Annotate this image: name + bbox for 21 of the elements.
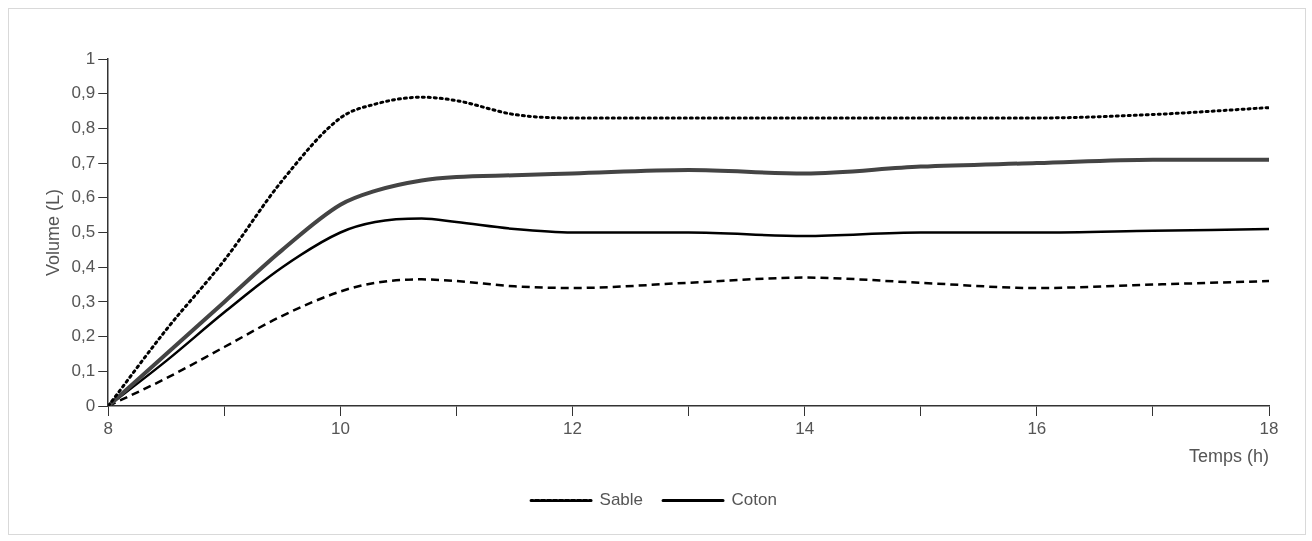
x-axis-title: Temps (h)	[1188, 446, 1269, 467]
y-tick-label: 0,7	[71, 152, 96, 172]
x-tick-label: 18	[1259, 418, 1279, 438]
y-tick-label: 0,2	[71, 326, 96, 346]
y-tick-label: 0	[85, 395, 96, 415]
x-tick-label: 10	[330, 418, 350, 438]
y-axis-title: Volume (L)	[42, 188, 63, 277]
legend-label: Coton	[731, 490, 777, 510]
x-tick-label: 12	[563, 418, 582, 438]
y-tick-label: 1	[85, 48, 96, 68]
x-tick-label: 16	[1027, 418, 1047, 438]
y-tick-label: 0,9	[71, 83, 96, 103]
y-tick-label: 0,1	[71, 360, 96, 380]
legend-label: Sable	[599, 490, 644, 510]
y-tick-label: 0,4	[71, 256, 96, 276]
x-tick-label: 8	[103, 418, 113, 438]
y-tick-label: 0,3	[71, 291, 96, 311]
y-tick-label: 0,8	[71, 118, 96, 138]
x-tick-label: 14	[795, 418, 815, 438]
y-tick-label: 0,6	[71, 187, 96, 207]
y-tick-label: 0,5	[71, 222, 96, 242]
